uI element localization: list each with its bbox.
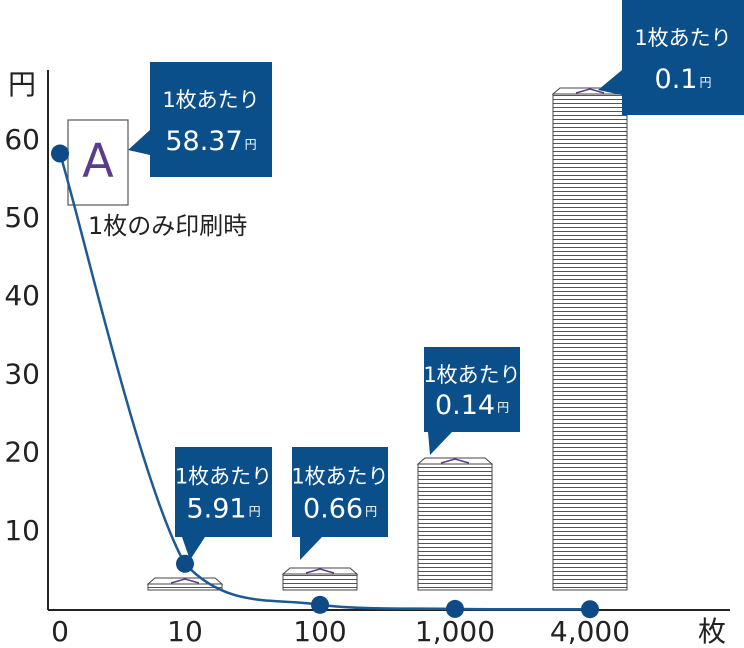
callout-pointer xyxy=(182,537,205,560)
callout-pointer xyxy=(428,432,452,455)
sheet-icon xyxy=(67,119,129,206)
callout-value: 58.37 xyxy=(165,126,242,157)
paper-stack xyxy=(417,463,493,591)
callout: 1枚あたり 5.91 円 xyxy=(175,447,272,560)
y-tick-label: 60 xyxy=(4,123,40,156)
callout-prefix: 1枚あたり xyxy=(162,88,259,112)
point xyxy=(176,554,194,573)
callout-unit: 円 xyxy=(365,504,377,518)
callout: 1枚あたり 0.1 円 xyxy=(598,0,744,115)
callout-pointer xyxy=(300,537,322,560)
callout-value: 0.1 xyxy=(655,64,698,95)
callout-prefix: 1枚あたり xyxy=(423,363,520,387)
y-tick-label: 40 xyxy=(4,279,40,312)
point xyxy=(311,595,329,614)
paper-stack xyxy=(552,93,628,591)
callout: 1枚あたり 0.14 円 xyxy=(423,347,521,455)
paper-mark xyxy=(575,88,605,94)
callout-box xyxy=(424,347,520,432)
x-axis-label: 枚 xyxy=(698,615,726,648)
paper-mark xyxy=(440,458,470,464)
annotation: 1枚のみ印刷時 xyxy=(88,212,247,240)
x-tick-label: 100 xyxy=(293,615,346,648)
callout: 1枚あたり 58.37 円 xyxy=(128,62,272,177)
callout-box xyxy=(175,447,272,537)
x-tick-label: 1,000 xyxy=(415,615,495,648)
x-tick-label: 0 xyxy=(51,615,69,648)
callout-unit: 円 xyxy=(245,137,257,151)
callout: 1枚あたり 0.66 円 xyxy=(291,447,389,560)
icon-letter: A xyxy=(82,134,114,188)
callout-box xyxy=(622,0,744,115)
y-tick-label: 10 xyxy=(4,514,40,547)
y-tick-label: 50 xyxy=(4,201,40,234)
line xyxy=(58,153,591,611)
callout-unit: 円 xyxy=(249,504,261,518)
callout-pointer xyxy=(598,70,622,95)
callout-box xyxy=(150,62,272,177)
callout-value: 0.66 xyxy=(303,494,363,525)
y-tick-label: 30 xyxy=(4,357,40,390)
callout-box xyxy=(292,447,388,537)
paper-mark xyxy=(170,578,200,584)
callout-prefix: 1枚あたり xyxy=(634,26,731,50)
point xyxy=(446,599,464,618)
point xyxy=(51,144,69,163)
callout-prefix: 1枚あたり xyxy=(291,465,388,489)
y-axis-label: 円 xyxy=(8,68,36,101)
paper-top xyxy=(281,567,359,575)
callout-unit: 円 xyxy=(497,401,509,415)
x-tick-label: 4,000 xyxy=(550,615,630,648)
callout-prefix: 1枚あたり xyxy=(175,465,272,489)
callout-value: 0.14 xyxy=(435,390,495,421)
paper-stack xyxy=(282,573,358,591)
callout-unit: 円 xyxy=(699,75,711,89)
y-tick-label: 20 xyxy=(4,436,40,469)
point xyxy=(581,600,599,619)
callout-value: 5.91 xyxy=(186,494,246,525)
paper-mark xyxy=(305,568,335,574)
paper-top xyxy=(416,457,494,465)
x-tick-label: 10 xyxy=(167,615,203,648)
callout-pointer xyxy=(128,130,150,155)
